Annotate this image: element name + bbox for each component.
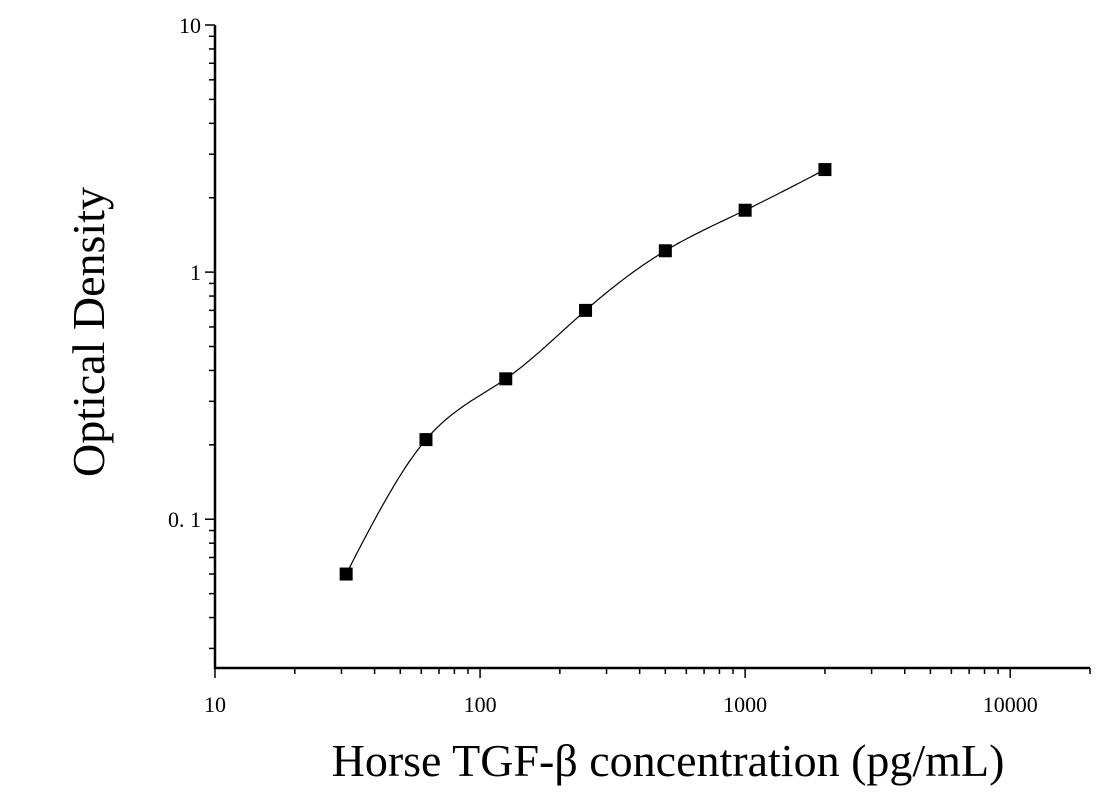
data-point xyxy=(658,244,672,258)
data-point xyxy=(579,303,593,317)
x-tick-label: 10 xyxy=(204,692,226,717)
data-point xyxy=(339,567,353,581)
fit-curve xyxy=(345,169,826,575)
data-points-layer xyxy=(339,163,832,581)
tick-labels-layer: 0. 1 1 10 10 100 1000 10000 xyxy=(168,13,1038,717)
y-tick-label: 1 xyxy=(190,260,201,285)
data-point xyxy=(499,372,513,386)
data-point xyxy=(419,433,433,447)
axes xyxy=(205,24,1091,678)
data-point xyxy=(738,203,752,217)
x-axis-title: Horse TGF-β concentration (pg/mL) xyxy=(332,735,1005,786)
y-axis-title: Optical Density xyxy=(63,187,114,477)
fit-curve-layer xyxy=(345,169,826,575)
x-tick-label: 100 xyxy=(464,692,497,717)
y-tick-label: 0. 1 xyxy=(168,507,201,532)
x-tick-label: 10000 xyxy=(983,692,1038,717)
y-tick-label: 10 xyxy=(179,13,201,38)
x-tick-label: 1000 xyxy=(723,692,767,717)
data-point xyxy=(818,163,832,177)
